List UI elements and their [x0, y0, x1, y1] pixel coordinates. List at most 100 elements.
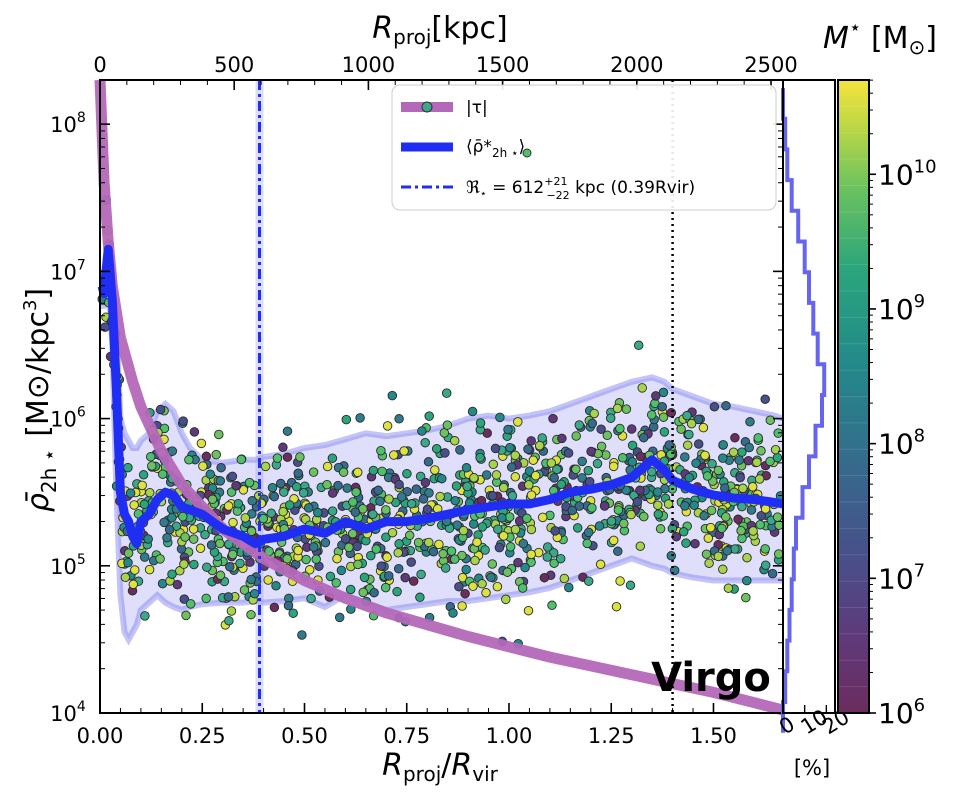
galaxy-point	[666, 551, 677, 561]
galaxy-point	[422, 504, 433, 515]
galaxy-point	[440, 563, 451, 573]
galaxy-point	[574, 501, 585, 511]
galaxy-point	[755, 519, 765, 530]
galaxy-point	[420, 437, 430, 448]
galaxy-point	[689, 500, 699, 511]
galaxy-point	[744, 442, 754, 453]
galaxy-point	[366, 550, 376, 561]
galaxy-point	[773, 549, 784, 559]
galaxy-point	[189, 559, 199, 570]
x-tick-label: 1.50	[690, 724, 737, 748]
galaxy-point	[556, 479, 567, 490]
galaxy-point	[547, 600, 557, 611]
galaxy-point	[501, 594, 511, 605]
galaxy-point	[582, 538, 592, 549]
galaxy-point	[325, 571, 336, 582]
galaxy-point	[282, 452, 293, 462]
galaxy-point	[756, 510, 766, 521]
galaxy-point	[184, 455, 194, 465]
galaxy-point	[408, 576, 419, 586]
galaxy-point	[572, 523, 583, 533]
x2-tick-label: 2500	[744, 53, 797, 77]
galaxy-scatter	[97, 195, 786, 649]
galaxy-point	[742, 552, 752, 563]
galaxy-point	[520, 562, 530, 573]
galaxy-point	[246, 526, 257, 537]
x2-tick-label: 500	[214, 53, 254, 77]
galaxy-point	[587, 418, 598, 429]
galaxy-point	[734, 455, 744, 465]
galaxy-point	[327, 488, 338, 498]
galaxy-point	[537, 512, 548, 523]
galaxy-point	[345, 584, 356, 595]
galaxy-point	[188, 524, 199, 534]
galaxy-point	[632, 497, 643, 507]
galaxy-point	[155, 404, 166, 415]
galaxy-point	[381, 532, 391, 542]
galaxy-point	[155, 554, 165, 564]
galaxy-point	[394, 479, 404, 490]
galaxy-point	[334, 612, 345, 623]
legend-radius-label: ℜ⋆ = 612+21 −22 kpc (0.39Rvir)	[466, 175, 695, 202]
galaxy-point	[704, 558, 714, 568]
galaxy-point	[765, 415, 776, 425]
colorbar-frame	[837, 79, 870, 714]
galaxy-point	[128, 579, 139, 590]
galaxy-point	[283, 600, 294, 611]
galaxy-point	[295, 452, 305, 462]
galaxy-point	[653, 509, 664, 519]
galaxy-point	[486, 572, 496, 583]
galaxy-point	[272, 453, 283, 463]
galaxy-point	[442, 420, 453, 430]
galaxy-point	[462, 481, 472, 492]
galaxy-point	[288, 608, 298, 618]
galaxy-point	[475, 418, 486, 428]
y-tick-label: 108	[50, 110, 86, 137]
galaxy-point	[742, 575, 752, 586]
galaxy-point	[271, 581, 281, 591]
galaxy-point	[613, 505, 624, 515]
galaxy-point	[342, 483, 352, 493]
legend-tau-label: |τ|	[466, 98, 488, 118]
galaxy-point	[721, 512, 731, 522]
galaxy-point	[202, 562, 212, 572]
galaxy-point	[278, 506, 288, 517]
x-tick-label: 1.25	[588, 724, 635, 748]
galaxy-point	[239, 585, 250, 595]
galaxy-point	[438, 549, 448, 559]
x-ticks: 0.00 0.25 0.50 0.75 1.00 1.25 1.50	[77, 703, 737, 748]
galaxy-point	[175, 566, 185, 576]
galaxy-point	[653, 500, 663, 510]
galaxy-point	[404, 530, 415, 541]
galaxy-point	[720, 483, 730, 493]
virgo-label: Virgo	[651, 655, 771, 701]
galaxy-point	[327, 506, 338, 516]
galaxy-point	[418, 494, 429, 504]
galaxy-point	[167, 512, 177, 523]
galaxy-point	[653, 487, 663, 497]
galaxy-point	[394, 539, 404, 549]
galaxy-point	[583, 576, 594, 586]
galaxy-point	[308, 467, 319, 477]
envelope-lower	[99, 278, 783, 646]
galaxy-point	[713, 465, 724, 476]
galaxy-point	[424, 488, 434, 498]
galaxy-point	[506, 462, 517, 472]
galaxy-point	[195, 543, 206, 554]
galaxy-point	[765, 456, 775, 467]
colorbar-tick-label: 109	[878, 291, 925, 326]
galaxy-point	[389, 450, 399, 460]
legend-mean-label: ⟨ρ̄*2h ⋆⟩	[466, 137, 525, 160]
galaxy-point	[424, 411, 434, 421]
galaxy-point	[470, 555, 480, 566]
galaxy-point	[730, 433, 740, 443]
galaxy-point	[130, 565, 140, 575]
galaxy-point	[699, 511, 709, 521]
galaxy-point	[179, 559, 189, 569]
galaxy-point	[599, 501, 610, 511]
galaxy-point	[244, 477, 255, 488]
galaxy-point	[311, 554, 321, 564]
galaxy-point	[461, 463, 472, 473]
galaxy-point	[510, 472, 521, 482]
